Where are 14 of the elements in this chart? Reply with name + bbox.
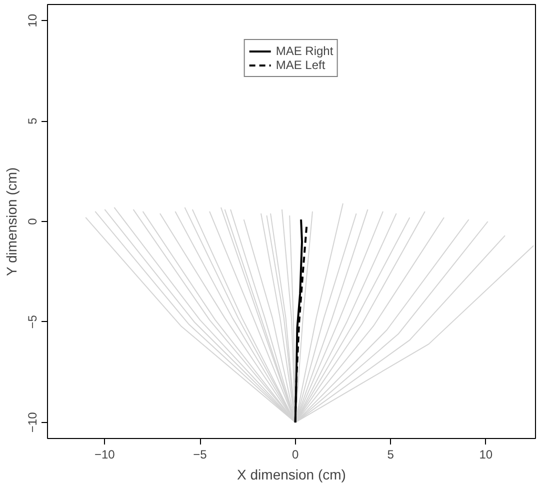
x-tick-label: 0 [292, 448, 299, 462]
y-tick-label: 5 [26, 117, 40, 124]
y-axis-title: Y dimension (cm) [4, 167, 20, 276]
y-tick-label: 10 [26, 14, 40, 28]
y-tick-label: 0 [26, 218, 40, 225]
y-tick-label: −5 [26, 314, 40, 329]
x-tick-label: 5 [387, 448, 394, 462]
x-tick-label: −10 [94, 448, 116, 462]
y-tick-label: −10 [26, 412, 40, 433]
x-tick-label: 10 [479, 448, 493, 462]
x-axis-title: X dimension (cm) [237, 466, 346, 482]
legend-label: MAE Right [276, 44, 334, 58]
legend-label: MAE Left [276, 58, 326, 72]
x-tick-label: −5 [193, 448, 208, 462]
